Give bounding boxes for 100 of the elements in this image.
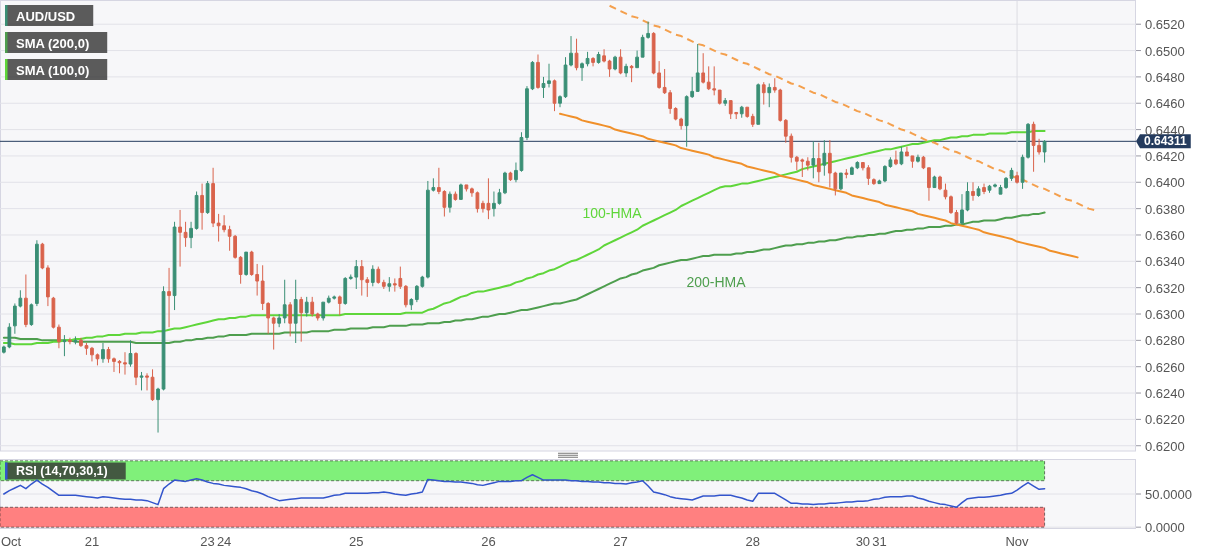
candlestick (403, 284, 408, 308)
candlestick (877, 179, 882, 185)
candlestick (288, 301, 293, 337)
candlestick (816, 142, 821, 183)
y-tick-label: 0.6220 (1145, 411, 1185, 427)
candlestick (211, 167, 215, 228)
x-tick-label: 25 (349, 533, 364, 549)
x-tick-label: 27 (613, 533, 628, 549)
candlestick (68, 337, 72, 345)
y-tick-label: 0.6480 (1145, 69, 1185, 85)
candlestick (618, 48, 623, 75)
candlestick (811, 140, 816, 179)
y-tick-label: 0.6520 (1145, 16, 1185, 32)
candlestick (701, 52, 706, 84)
candlestick (459, 183, 463, 200)
candlestick (200, 183, 204, 231)
candlestick (321, 301, 326, 322)
x-tick-label: 23 (200, 533, 215, 549)
candlestick (205, 180, 210, 215)
candlestick (844, 168, 849, 179)
candlestick (244, 251, 249, 277)
candlestick (315, 312, 320, 322)
candlestick (1042, 139, 1047, 164)
candlestick (381, 279, 386, 290)
candlestick (178, 209, 182, 268)
candlestick (894, 150, 898, 166)
candlestick (602, 48, 606, 63)
y-tick-label: 0.6280 (1145, 332, 1185, 348)
candlestick (277, 313, 282, 328)
x-tick-label: 30 (855, 533, 871, 549)
candlestick (503, 171, 507, 195)
x-tick-label: Oct (1, 533, 22, 549)
y-tick-label: 0.6380 (1145, 201, 1185, 217)
candlestick (448, 191, 452, 214)
candlestick (101, 342, 105, 364)
candlestick (271, 316, 276, 351)
y-tick-label: 0.6320 (1145, 280, 1185, 296)
candlestick (624, 63, 628, 78)
candlestick (761, 81, 766, 106)
candlestick (134, 351, 138, 386)
candlestick (938, 175, 942, 191)
candlestick (464, 184, 469, 192)
legend-label: AUD/USD (16, 8, 76, 23)
candlestick (767, 82, 772, 108)
annotation: 100-HMA (582, 205, 643, 221)
candlestick (189, 221, 193, 249)
candlestick (745, 106, 750, 119)
y-tick-label: 0.6200 (1145, 438, 1185, 454)
candlestick (971, 181, 975, 202)
candlestick (150, 368, 155, 402)
legend-label: RSI (14,70,30,1) (16, 464, 108, 478)
candlestick (916, 154, 920, 164)
x-tick-label: 24 (216, 533, 232, 549)
candlestick (927, 167, 931, 202)
candlestick (921, 155, 926, 170)
y-tick-label: 0.6360 (1145, 227, 1185, 243)
candlestick (194, 191, 199, 231)
candlestick (723, 97, 728, 107)
candlestick (337, 295, 342, 316)
candlestick (51, 296, 56, 329)
candlestick (57, 324, 61, 349)
candlestick (29, 302, 34, 327)
line-series (559, 112, 1079, 259)
candlestick (183, 221, 188, 248)
y-tick-label: 0.6260 (1145, 359, 1185, 375)
candlestick (536, 54, 540, 90)
y-tick-label: 0.0000 (1145, 519, 1185, 535)
candlestick (172, 221, 177, 311)
candlestick (805, 156, 810, 171)
candlestick (508, 171, 513, 182)
candlestick (976, 185, 981, 198)
candlestick (161, 285, 166, 391)
candlestick (629, 64, 634, 83)
y-tick-label: 0.6500 (1145, 43, 1185, 59)
candlestick (635, 50, 639, 69)
candlestick (156, 387, 160, 434)
candlestick (73, 335, 78, 345)
candlestick (128, 339, 133, 368)
candlestick (370, 264, 375, 287)
candlestick (24, 273, 28, 328)
candlestick (167, 267, 171, 328)
candlestick (139, 371, 144, 391)
candlestick (822, 139, 827, 177)
candlestick (376, 266, 381, 285)
candlestick (838, 172, 843, 191)
x-tick-label: 28 (745, 533, 760, 549)
y-tick-label: 0.6240 (1145, 385, 1185, 401)
candlestick (580, 61, 584, 82)
candlestick (453, 191, 458, 202)
y-tick-label: 0.6300 (1145, 306, 1185, 322)
x-tick-label: 21 (84, 533, 100, 549)
candlestick (35, 239, 39, 307)
candlestick (695, 43, 700, 92)
candlestick (613, 55, 617, 71)
y-tick-label: 0.6420 (1145, 148, 1185, 164)
x-tick-label: Nov (1005, 533, 1030, 549)
candlestick (293, 279, 298, 344)
candlestick (552, 79, 557, 112)
candlestick (343, 276, 348, 306)
candlestick (607, 59, 612, 78)
